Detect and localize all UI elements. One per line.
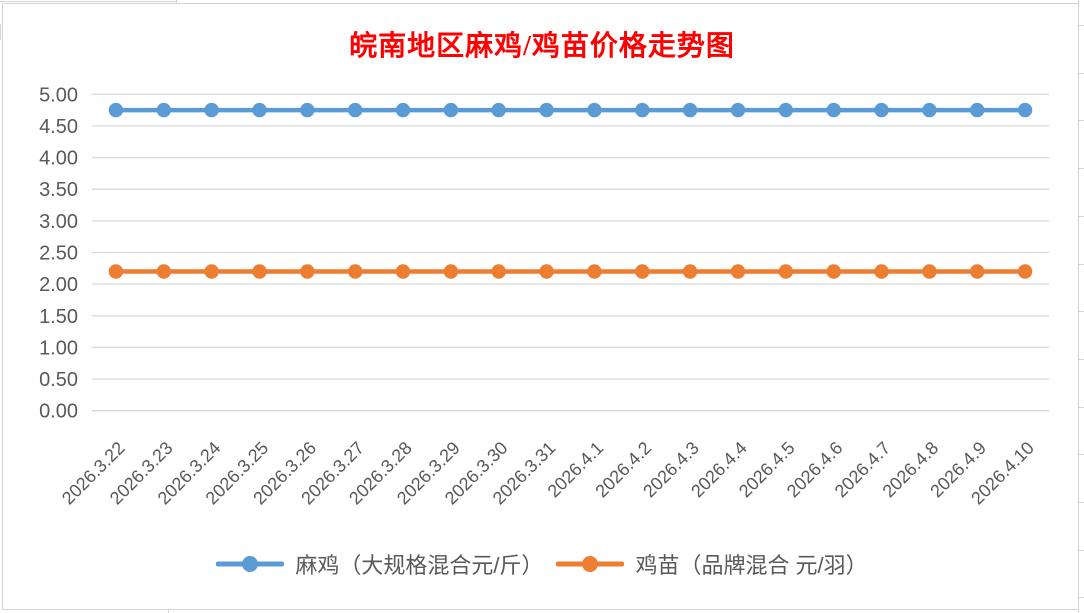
data-point-1-12[interactable] [682,264,698,279]
sheet-gridline [1079,215,1084,217]
data-point-0-5[interactable] [348,102,363,118]
data-point-0-17[interactable] [922,102,937,118]
y-tick-label: 0.50 [39,369,78,391]
sheet-gridline [1079,72,1084,74]
data-point-0-2[interactable] [204,102,219,118]
legend-label: 鸡苗（品牌混合 元/羽） [635,553,868,578]
sheet-gridline [0,1,177,2]
data-point-1-19[interactable] [1017,264,1033,279]
sheet-gridline [1079,263,1084,265]
data-point-1-18[interactable] [970,264,985,279]
sheet-gridline [1079,168,1084,170]
data-point-1-11[interactable] [635,264,650,279]
data-point-1-2[interactable] [204,264,219,279]
data-point-0-13[interactable] [730,102,746,118]
sheet-gridline [1079,358,1084,360]
y-tick-label: 4.00 [39,148,78,170]
data-point-1-17[interactable] [922,264,937,279]
sheet-gridline [1079,597,1084,599]
data-point-1-3[interactable] [252,264,267,279]
sheet-gridline [1079,120,1084,122]
data-point-1-6[interactable] [395,264,411,279]
sheet-gridline [1079,454,1084,456]
y-tick-label: 1.00 [39,337,78,359]
sheet-gridline [1079,549,1084,551]
sheet-gridline [1079,25,1084,26]
y-tick-label: 5.00 [39,84,78,106]
y-tick-label: 2.00 [39,274,78,296]
data-point-1-15[interactable] [826,264,841,279]
data-point-0-14[interactable] [778,102,793,118]
chart-title: 皖南地区麻鸡/鸡苗价格走势图 [349,31,735,62]
data-point-0-8[interactable] [491,102,506,118]
data-point-0-3[interactable] [252,102,267,118]
data-point-1-16[interactable] [874,264,889,279]
y-tick-label: 2.50 [39,243,78,265]
data-point-0-7[interactable] [443,102,459,118]
sheet-gridline [1079,406,1084,408]
data-point-1-9[interactable] [539,264,554,279]
data-point-0-9[interactable] [539,102,554,118]
data-point-1-0[interactable] [108,264,124,279]
data-point-0-6[interactable] [395,102,411,118]
data-point-1-1[interactable] [156,264,171,279]
chart-legend: 麻鸡（大规格混合元/斤） 鸡苗（品牌混合 元/羽） [0,548,1084,580]
data-point-0-1[interactable] [156,102,171,118]
legend-line-marker-icon [556,556,625,572]
sheet-gridline [168,609,169,613]
legend-label: 麻鸡（大规格混合元/斤） [295,553,544,578]
y-tick-label: 1.50 [39,306,78,328]
data-point-0-18[interactable] [970,102,985,118]
data-point-1-4[interactable] [300,264,315,279]
data-point-0-4[interactable] [300,102,315,118]
y-tick-label: 3.50 [39,179,78,201]
data-point-0-11[interactable] [635,102,650,118]
y-tick-label: 3.00 [39,211,78,233]
data-point-1-14[interactable] [778,264,793,279]
sheet-gridline [0,24,1,40]
sheet-gridline [1079,502,1084,503]
legend-item-majī[interactable]: 麻鸡（大规格混合元/斤） [216,548,543,580]
y-tick-label: 0.00 [39,401,78,423]
data-point-0-19[interactable] [1017,102,1033,118]
chart-object[interactable] [2,3,1079,610]
data-point-0-12[interactable] [682,102,698,118]
y-tick-label: 4.50 [39,116,78,138]
data-point-1-8[interactable] [491,264,506,279]
data-point-0-15[interactable] [826,102,841,118]
data-point-0-10[interactable] [587,102,602,118]
data-point-0-0[interactable] [108,102,124,118]
legend-line-marker-icon [216,556,285,572]
data-point-1-7[interactable] [443,264,459,279]
data-point-1-13[interactable] [730,264,746,279]
legend-item-jimiao[interactable]: 鸡苗（品牌混合 元/羽） [556,548,868,580]
data-point-1-5[interactable] [348,264,363,279]
data-point-0-16[interactable] [874,102,889,118]
sheet-gridline [1079,311,1084,313]
sheet-gridline [176,0,177,4]
data-point-1-10[interactable] [587,264,602,279]
